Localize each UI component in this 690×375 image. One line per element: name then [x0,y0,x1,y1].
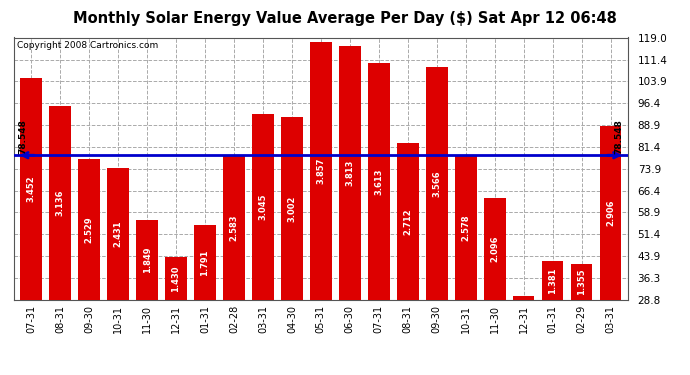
Text: 2.906: 2.906 [606,200,615,226]
Text: 1.791: 1.791 [201,249,210,276]
Text: 2.578: 2.578 [461,214,470,241]
Bar [223,154,245,300]
Bar [165,257,187,300]
Bar [368,63,390,300]
Text: 2.583: 2.583 [230,214,239,241]
Bar [136,220,158,300]
Bar [455,155,477,300]
Bar [426,68,448,300]
Text: 2.529: 2.529 [85,216,94,243]
Text: Copyright 2008 Cartronics.com: Copyright 2008 Cartronics.com [17,42,158,51]
Bar [484,198,506,300]
Text: Monthly Solar Energy Value Average Per Day ($) Sat Apr 12 06:48: Monthly Solar Energy Value Average Per D… [73,11,617,26]
Text: 2.712: 2.712 [403,208,412,235]
Text: 1.355: 1.355 [577,268,586,295]
Text: 1.849: 1.849 [143,247,152,273]
Text: 3.136: 3.136 [56,189,65,216]
Bar [397,143,419,300]
Bar [542,261,564,300]
Text: 2.431: 2.431 [114,221,123,248]
Text: 3.857: 3.857 [316,158,326,184]
Bar [339,45,361,300]
Text: 3.613: 3.613 [374,168,383,195]
Text: 78.548: 78.548 [18,119,27,154]
Bar [49,106,71,300]
Text: 3.045: 3.045 [259,194,268,220]
Text: 3.566: 3.566 [432,170,441,197]
Text: 1.381: 1.381 [548,267,557,294]
Bar [600,126,622,300]
Bar [20,78,42,300]
Bar [513,296,535,300]
Text: 1.430: 1.430 [172,265,181,292]
Bar [78,159,100,300]
Bar [281,117,303,300]
Bar [310,42,332,300]
Bar [571,264,593,300]
Bar [252,114,274,300]
Text: 78.548: 78.548 [615,119,624,154]
Text: 3.002: 3.002 [287,195,297,222]
Bar [194,225,216,300]
Text: 3.452: 3.452 [27,176,36,202]
Bar [107,168,129,300]
Text: 3.813: 3.813 [345,160,355,186]
Text: 2.096: 2.096 [490,236,499,262]
